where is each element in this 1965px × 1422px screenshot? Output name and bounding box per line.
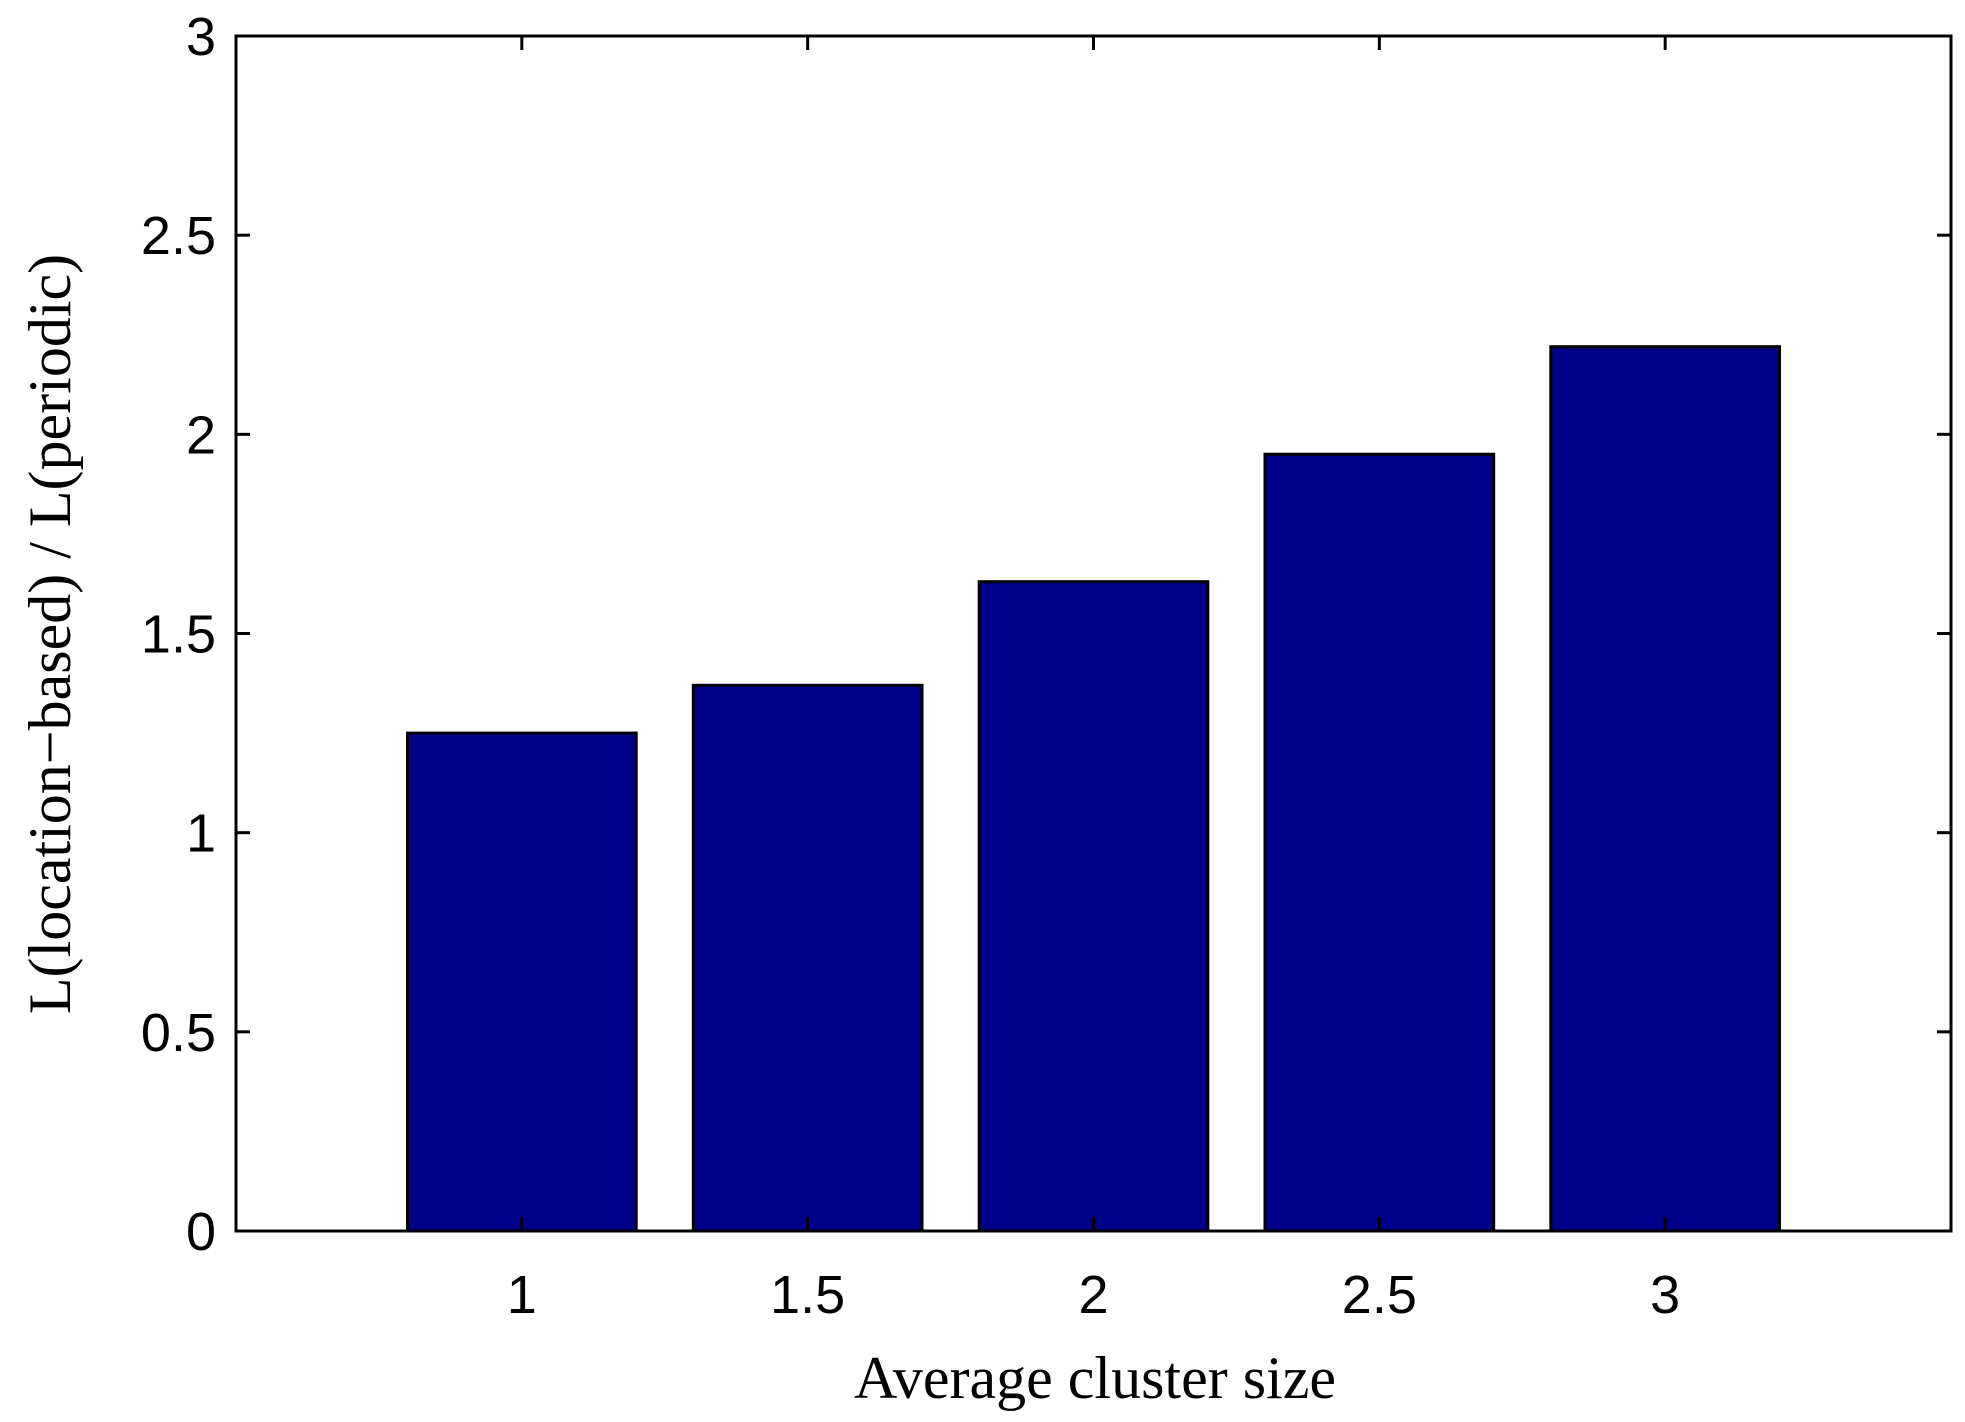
bar-1.5 bbox=[691, 683, 924, 1233]
bar-1 bbox=[406, 731, 638, 1233]
x-axis-title: Average cluster size bbox=[854, 1345, 1336, 1411]
x-tick-label-2.5: 2.5 bbox=[1342, 1265, 1417, 1325]
bar-2 bbox=[977, 580, 1210, 1233]
x-tick-label-1: 1 bbox=[507, 1265, 537, 1325]
x-tick-label-3: 3 bbox=[1650, 1265, 1680, 1325]
bar-2.5 bbox=[1263, 452, 1496, 1233]
x-tick-label-1.5: 1.5 bbox=[770, 1265, 845, 1325]
y-tick-label-1.5: 1.5 bbox=[141, 605, 216, 665]
y-tick-label-0.5: 0.5 bbox=[141, 1003, 216, 1063]
y-tick-label-1: 1 bbox=[186, 804, 216, 864]
y-tick-label-0: 0 bbox=[186, 1202, 216, 1262]
y-tick-labels: 0 0.5 1 1.5 2 2.5 3 bbox=[141, 7, 216, 1262]
y-tick-label-2: 2 bbox=[186, 405, 216, 465]
y-tick-label-2.5: 2.5 bbox=[141, 206, 216, 266]
bar-3 bbox=[1549, 345, 1782, 1233]
y-tick-label-3: 3 bbox=[186, 7, 216, 67]
x-tick-label-2: 2 bbox=[1078, 1265, 1108, 1325]
x-tick-labels: 1 1.5 2 2.5 3 bbox=[507, 1265, 1680, 1325]
y-axis-title: L(location−based) / L(periodic) bbox=[17, 254, 83, 1014]
plot-frame bbox=[234, 34, 1953, 1233]
bars-group bbox=[406, 345, 1782, 1233]
